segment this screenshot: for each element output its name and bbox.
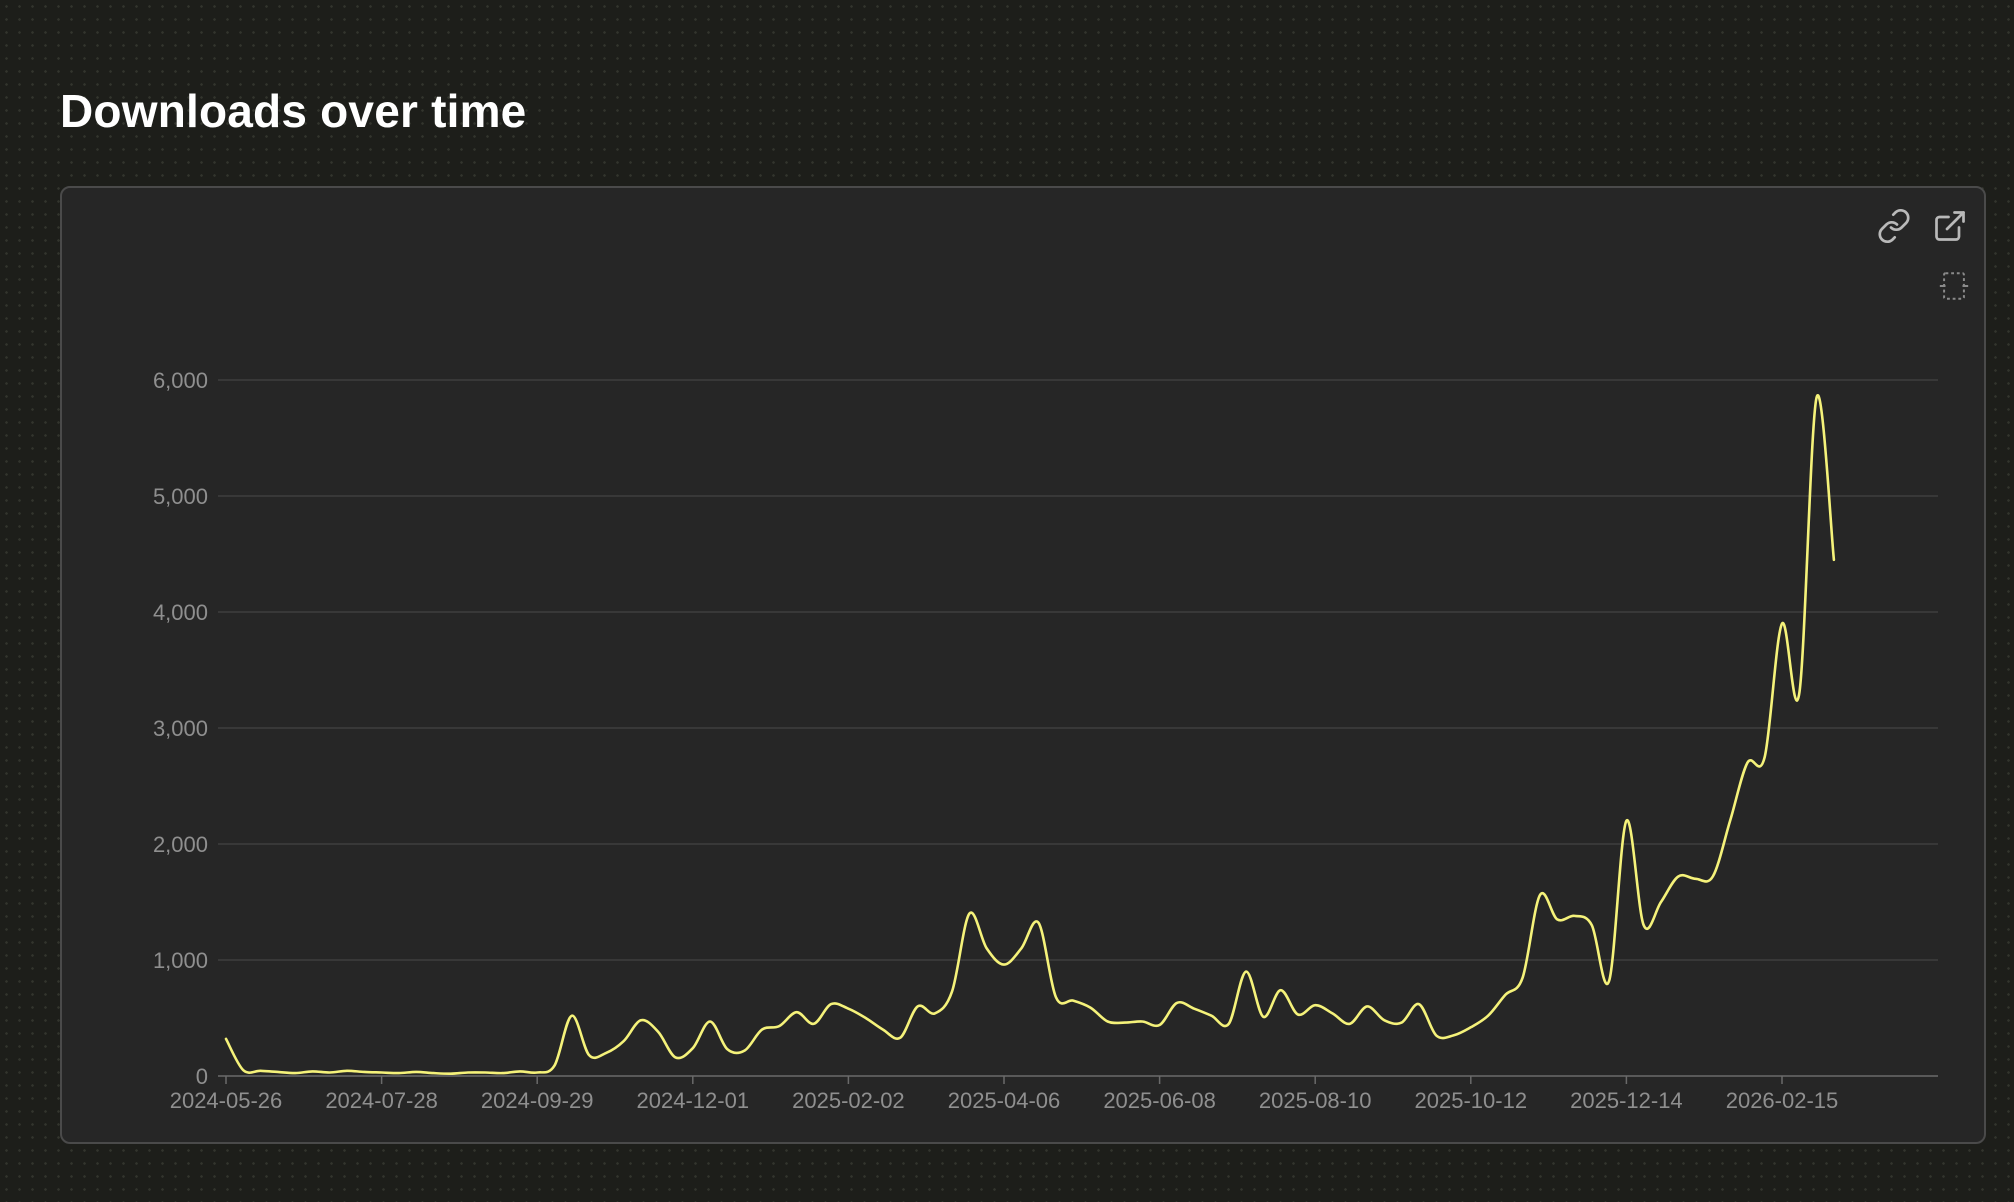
y-tick-label: 1,000 — [153, 948, 208, 973]
link-icon[interactable] — [1872, 204, 1916, 248]
x-tick-label: 2025-08-10 — [1259, 1088, 1372, 1113]
x-tick-label: 2025-12-14 — [1570, 1088, 1683, 1113]
y-tick-label: 2,000 — [153, 832, 208, 857]
x-tick-label: 2026-02-15 — [1726, 1088, 1839, 1113]
x-tick-label: 2024-07-28 — [325, 1088, 438, 1113]
y-tick-label: 5,000 — [153, 484, 208, 509]
x-tick-label: 2025-02-02 — [792, 1088, 905, 1113]
y-tick-label: 3,000 — [153, 716, 208, 741]
y-tick-label: 4,000 — [153, 600, 208, 625]
chart-card: 0 1,000 2,000 3,000 4,000 5,000 6,000 2024-05-2… — [60, 186, 1986, 1144]
series-line — [224, 393, 1836, 1076]
x-tick-label: 2025-04-06 — [948, 1088, 1061, 1113]
x-tick-label: 2024-05-26 — [170, 1088, 283, 1113]
x-tick-label: 2025-10-12 — [1415, 1088, 1528, 1113]
downloads-line-chart: 0 1,000 2,000 3,000 4,000 5,000 6,000 2024-05-2… — [153, 368, 1938, 1113]
fullscreen-icon[interactable] — [1932, 264, 1976, 308]
page-title: Downloads over time — [60, 85, 527, 137]
y-tick-label: 0 — [196, 1064, 208, 1089]
y-tick-label: 6,000 — [153, 368, 208, 393]
x-tick-label: 2025-06-08 — [1103, 1088, 1216, 1113]
open-external-icon[interactable] — [1928, 204, 1972, 248]
x-tick-label: 2024-09-29 — [481, 1088, 594, 1113]
x-tick-label: 2024-12-01 — [637, 1088, 750, 1113]
